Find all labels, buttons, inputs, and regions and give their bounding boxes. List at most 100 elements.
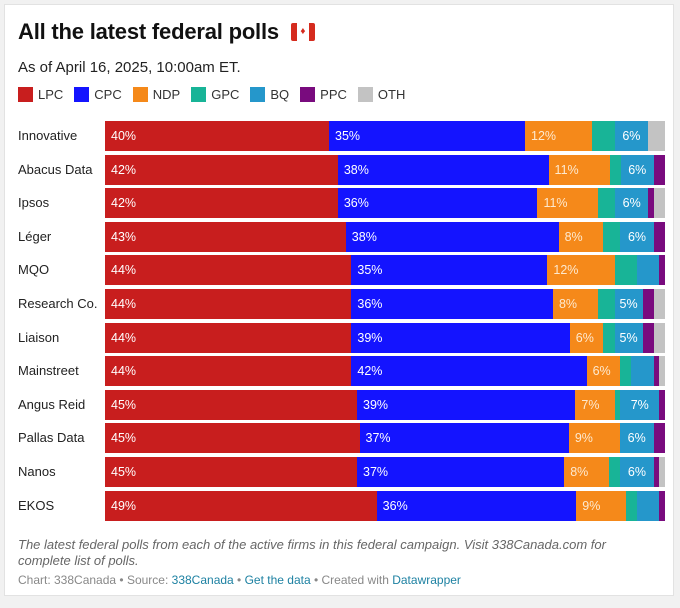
- data-label: 7%: [630, 397, 649, 412]
- bar-segment-lpc: 45%: [105, 389, 357, 420]
- bar-segment-bq: [637, 490, 660, 521]
- chart-row: Innovative 40% 35% 12% 6%: [5, 121, 675, 151]
- chart-row: Liaison 44% 39% 6% 5%: [5, 322, 675, 353]
- legend-item-ndp: NDP: [132, 87, 180, 102]
- bar-segment-cpc: 38%: [345, 221, 559, 252]
- bar-segment-lpc: 44%: [105, 322, 352, 353]
- bar-segment-gpc: [592, 121, 615, 151]
- stacked-bar: 44% 36% 8% 5%: [105, 289, 665, 319]
- bar-segment-ndp: 12%: [547, 255, 615, 286]
- data-label: 7%: [581, 397, 600, 412]
- bar-segment-bq: [631, 356, 654, 387]
- bar-segment-ndp: 7%: [575, 389, 615, 420]
- bar-segment-bq: 6%: [614, 121, 649, 151]
- bar-segment-ndp: 8%: [564, 457, 609, 487]
- get-the-data-link[interactable]: Get the data: [244, 573, 311, 587]
- bar-segment-cpc: 36%: [351, 289, 553, 319]
- pollster-label: Abacus Data: [18, 161, 93, 177]
- bar-segment-ppc: [659, 389, 665, 420]
- stacked-bar: 44% 42% 6%: [105, 356, 665, 387]
- stacked-bar: 45% 39% 7% 7%: [105, 389, 665, 420]
- bar-segment-bq: 5%: [614, 322, 643, 353]
- pollster-label: Ipsos: [18, 195, 50, 211]
- data-label: 11%: [543, 196, 568, 211]
- bar-segment-cpc: 36%: [376, 490, 577, 521]
- chart-notes: The latest federal polls from each of th…: [18, 537, 606, 568]
- bar-segment-lpc: 43%: [105, 221, 346, 252]
- bar-segment-bq: 6%: [620, 457, 654, 487]
- bar-segment-lpc: 44%: [105, 356, 352, 387]
- bar-segment-oth: [653, 188, 665, 219]
- bar-segment-bq: [636, 255, 660, 286]
- stacked-bar: 43% 38% 8% 6%: [105, 221, 665, 252]
- datawrapper-link[interactable]: Datawrapper: [392, 573, 461, 587]
- legend-item-gpc: GPC: [191, 87, 239, 102]
- bar-segment-ndp: 11%: [548, 154, 610, 185]
- bar-segment-oth: [653, 289, 665, 319]
- data-label: 43%: [111, 229, 137, 244]
- chart-row: Mainstreet 44% 42% 6%: [5, 356, 675, 387]
- data-label: 6%: [622, 129, 641, 143]
- pollster-label: Angus Reid: [18, 396, 86, 412]
- bar-segment-gpc: [626, 490, 638, 521]
- legend-item-bq: BQ: [250, 87, 289, 102]
- data-label: 8%: [564, 229, 583, 244]
- bar-segment-ndp: 12%: [525, 121, 593, 151]
- chart-row: EKOS 49% 36% 9%: [5, 490, 675, 521]
- data-label: 45%: [111, 397, 137, 412]
- bar-segment-bq: 6%: [620, 221, 654, 252]
- data-label: 36%: [382, 498, 408, 513]
- bar-segment-oth: [648, 121, 665, 151]
- bar-segment-bq: 5%: [614, 289, 643, 319]
- data-label: 39%: [363, 397, 389, 412]
- data-label: 6%: [575, 330, 594, 345]
- stacked-bar: 45% 37% 9% 6%: [105, 423, 665, 454]
- data-label: 9%: [574, 431, 593, 446]
- byline-separator: •: [310, 573, 322, 587]
- bar-segment-lpc: 44%: [105, 289, 352, 319]
- data-label: 6%: [627, 229, 647, 244]
- bar-segment-gpc: [598, 188, 616, 219]
- data-label: 5%: [619, 330, 638, 345]
- data-label: 6%: [627, 431, 646, 446]
- created-with-prefix: Created with: [321, 573, 393, 587]
- pollster-label: Nanos: [18, 464, 56, 479]
- chart-row: Research Co. 44% 36% 8% 5%: [5, 289, 675, 319]
- bar-segment-cpc: 37%: [357, 457, 565, 487]
- legend-item-oth: OTH: [357, 87, 405, 102]
- bar-segment-cpc: 38%: [337, 154, 549, 185]
- data-label: 44%: [111, 263, 137, 278]
- legend-swatch: [74, 87, 90, 102]
- bar-segment-cpc: 39%: [357, 389, 576, 420]
- data-label: 44%: [111, 330, 137, 345]
- source-link[interactable]: 338Canada: [171, 573, 234, 587]
- pollster-label: Research Co.: [18, 296, 98, 311]
- chart-credit: Chart: 338Canada: [18, 573, 117, 587]
- data-label: 8%: [570, 465, 589, 479]
- legend-swatch: [250, 87, 266, 102]
- data-label: 37%: [365, 431, 391, 446]
- data-label: 6%: [627, 465, 646, 479]
- stacked-bar: 44% 39% 6% 5%: [105, 322, 665, 353]
- data-label: 44%: [111, 297, 137, 311]
- pollster-label: Liaison: [18, 329, 60, 345]
- bar-segment-ndp: 6%: [586, 356, 621, 387]
- data-label: 45%: [111, 431, 137, 446]
- bar-segment-ndp: 11%: [537, 188, 599, 219]
- chart-row: Pallas Data 45% 37% 9% 6%: [5, 423, 675, 454]
- data-label: 11%: [554, 162, 579, 177]
- bar-segment-lpc: 40%: [105, 121, 329, 151]
- data-label: 45%: [111, 465, 137, 479]
- bar-segment-lpc: 42%: [105, 154, 338, 185]
- stacked-bar: 49% 36% 9%: [105, 490, 665, 521]
- chart-row: Ipsos 42% 36% 11% 6%: [5, 188, 675, 219]
- bar-segment-ndp: 8%: [558, 221, 604, 252]
- stacked-bar: 44% 35% 12%: [105, 255, 665, 286]
- bar-segment-oth: [659, 457, 665, 487]
- legend-swatch: [300, 87, 316, 102]
- bar-segment-cpc: 39%: [351, 322, 570, 353]
- data-label: 42%: [111, 162, 137, 177]
- bar-segment-gpc: [603, 322, 615, 353]
- bar-segment-cpc: 37%: [359, 423, 569, 454]
- bar-segment-ppc: [653, 356, 660, 387]
